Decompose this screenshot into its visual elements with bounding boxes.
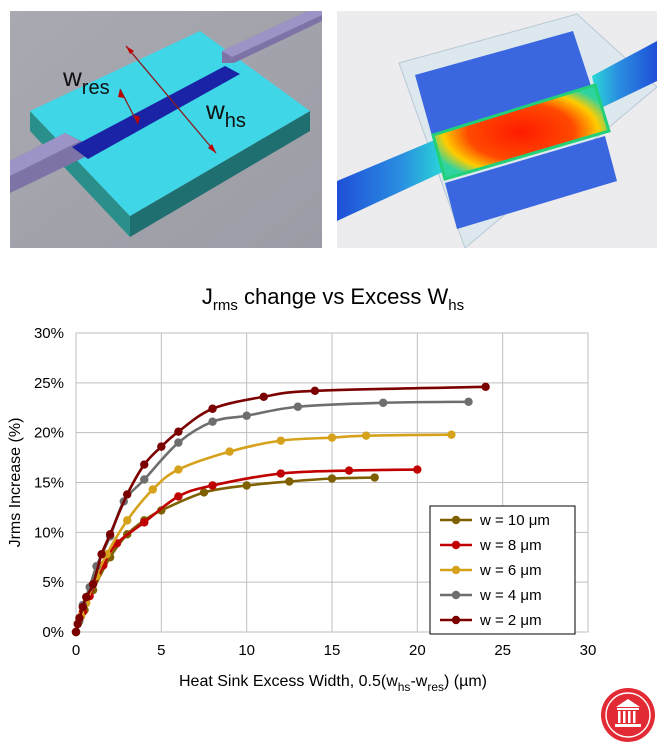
data-point [379,398,388,407]
data-point [174,427,183,436]
series-line [74,385,486,633]
data-point [199,488,209,497]
data-point [123,516,132,525]
legend-swatch-dot [451,590,461,600]
data-point [344,466,354,475]
y-tick-label: 0% [42,624,64,641]
y-tick-label: 30% [34,325,64,342]
data-point [464,397,473,406]
chart-title: Jrms change vs Excess Whs [202,284,464,314]
series-3 [71,397,473,637]
data-point [208,417,217,426]
series-4 [71,382,490,637]
legend-label: w = 8 μm [479,537,542,554]
svg-text:whs: whs [205,95,246,132]
w-res-subscript: res [82,77,110,99]
data-point [174,492,183,501]
title-part-1: rms [213,297,238,314]
data-point [78,602,88,612]
data-point [208,481,217,490]
x-tick-label: 15 [324,642,341,659]
data-point [123,490,132,499]
chart-legend: w = 10 μm w = 8 μm w = 6 μm w = 4 μm w = 2 μ… [429,505,576,635]
data-point [276,469,285,478]
y-tick-label: 5% [42,574,64,591]
x-axis-label: Heat Sink Excess Width, 0.5(whs-wres) (µ… [179,673,487,694]
legend-swatch-dot [451,615,461,625]
legend-swatch-dot [451,565,461,575]
series-line [74,433,452,633]
x-tick-label: 5 [157,642,165,659]
data-point [140,475,149,484]
w-res-label: w [62,62,82,92]
data-point [148,485,157,494]
data-point [208,404,217,413]
x-tick-label: 30 [580,642,597,659]
x-tick-label: 10 [238,642,255,659]
svg-text:wres: wres [62,62,110,99]
data-point [481,382,490,392]
legend-label: w = 10 μm [479,512,550,529]
series-0 [71,473,379,637]
data-point [88,579,98,589]
data-point [413,465,422,474]
xlabel-part-3: res [427,680,444,694]
data-point [75,613,84,623]
w-hs-subscript: hs [225,110,246,132]
x-tick-label: 20 [409,642,426,659]
legend-swatch-dot [451,515,461,525]
data-point [242,411,251,420]
xlabel-part-2: -w [410,673,427,690]
legend-label: w = 6 μm [479,562,542,579]
current-density-render [337,11,657,248]
data-point [285,477,294,486]
data-point [105,530,115,539]
legend-swatch-dot [451,540,461,550]
data-point [361,431,371,440]
data-point [259,392,268,401]
jrms-chart: Jrms change vs Excess Whs 0 5 10 15 20 25 300%… [7,284,596,694]
resistor-geometry-render: wres whs [10,11,322,248]
legend-label: w = 2 μm [479,612,542,629]
data-point [327,433,337,442]
data-point [327,474,337,483]
y-tick-label: 10% [34,524,64,541]
x-tick-label: 25 [494,642,511,659]
legend-label: w = 4 μm [479,587,542,604]
university-seal-icon [601,688,655,742]
title-part-2: change vs Excess W [238,284,449,309]
y-tick-label: 25% [34,375,64,392]
xlabel-part-4: ) (µm) [444,673,487,690]
x-tick-label: 0 [72,642,80,659]
data-point [157,442,166,451]
data-point [174,465,183,474]
chart-tick-labels: 0 5 10 15 20 25 30 0% 5% 10% 15% 20% 25% 30% [34,325,596,659]
title-part-0: J [202,284,213,309]
xlabel-part-1: hs [398,680,411,694]
w-hs-label: w [205,95,225,125]
data-point [242,481,251,490]
data-point [447,430,456,439]
data-point [97,550,106,559]
data-point [82,592,91,602]
title-part-3: hs [448,297,464,314]
chart-series [71,382,490,637]
data-point [293,402,303,411]
data-point [71,627,81,637]
y-tick-label: 20% [34,425,64,442]
data-point [310,386,320,396]
data-point [276,436,285,445]
data-point [370,473,379,482]
data-point [140,518,149,527]
data-point [140,460,149,469]
data-point [174,438,183,447]
plot-border [75,332,589,633]
y-tick-label: 15% [34,475,64,492]
data-point [225,447,234,456]
y-axis-label: Jrms Increase (%) [7,418,24,548]
xlabel-part-0: Heat Sink Excess Width, 0.5(w [179,673,398,690]
